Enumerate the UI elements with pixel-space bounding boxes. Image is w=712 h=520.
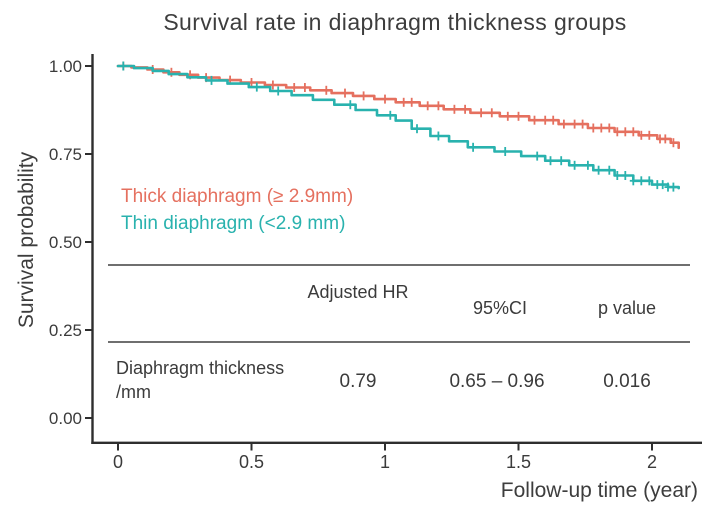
table-header-95ci: 95%CI: [472, 298, 528, 318]
svg-text:0.50: 0.50: [49, 233, 82, 252]
svg-text:0.75: 0.75: [49, 145, 82, 164]
legend: Thick diaphragm (≥ 2.9mm) Thin diaphragm…: [121, 183, 353, 237]
chart-title: Survival rate in diaphragm thickness gro…: [163, 9, 627, 35]
table-value-adjusted-hr: 0.79: [339, 371, 377, 392]
legend-item-thick: Thick diaphragm (≥ 2.9mm): [121, 186, 354, 207]
svg-text:0.5: 0.5: [239, 452, 264, 472]
table-header-adjusted-hr: Adjusted HR: [307, 282, 409, 302]
table-header-p-value: p value: [597, 298, 657, 318]
svg-text:2: 2: [647, 452, 657, 472]
svg-text:0.25: 0.25: [49, 321, 82, 340]
svg-text:1.00: 1.00: [49, 57, 82, 76]
table-rule-top: [108, 264, 690, 266]
svg-text:0.00: 0.00: [49, 409, 82, 428]
x-axis-title: Follow-up time (year): [500, 479, 698, 502]
legend-item-thin: Thin diaphragm (<2.9 mm): [121, 213, 346, 234]
svg-text:1.5: 1.5: [506, 452, 531, 472]
table-rule-middle: [108, 341, 690, 343]
svg-text:0: 0: [113, 452, 123, 472]
table-value-95ci: 0.65 – 0.96: [449, 371, 545, 392]
table-row-label: Diaphragm thickness /mm: [116, 358, 285, 402]
table-value-p: 0.016: [603, 371, 651, 392]
svg-text:1: 1: [380, 452, 390, 472]
